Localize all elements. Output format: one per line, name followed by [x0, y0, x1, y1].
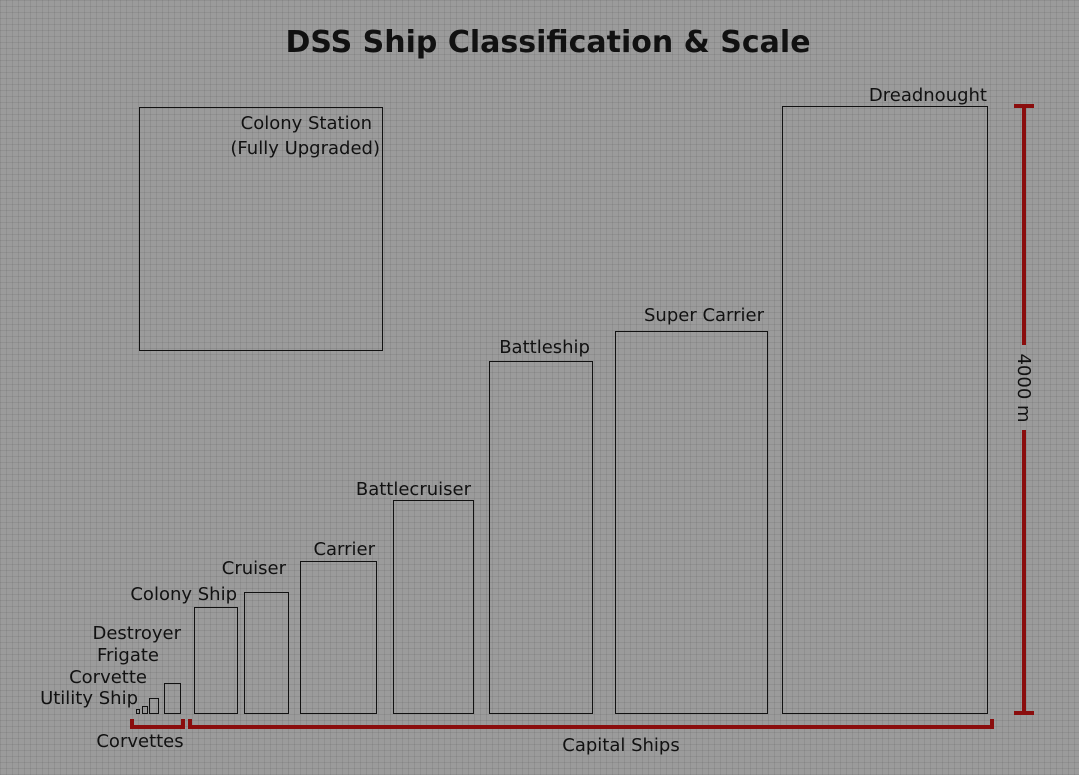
colony-station-box — [139, 107, 383, 351]
corvette-label: Corvette — [69, 667, 147, 688]
utility-ship-box — [136, 709, 140, 714]
super-carrier-box — [615, 331, 768, 714]
battleship-label: Battleship — [499, 337, 590, 358]
battleship-box — [489, 361, 593, 714]
colony-ship-box — [194, 607, 238, 714]
destroyer-label: Destroyer — [92, 623, 181, 644]
corvettes-bracket — [130, 719, 185, 729]
destroyer-box — [164, 683, 181, 714]
super-carrier-label: Super Carrier — [644, 305, 765, 326]
scale-label: 4000 m — [1013, 353, 1034, 422]
colony-station-sublabel: (Fully Upgraded) — [230, 138, 380, 159]
corvettes-label: Corvettes — [96, 731, 183, 752]
dreadnought-box — [782, 106, 988, 714]
colony-ship-label: Colony Ship — [130, 584, 237, 605]
battlecruiser-box — [393, 500, 474, 714]
utility-ship-label: Utility Ship — [40, 688, 138, 709]
corvette-box — [142, 706, 148, 714]
cruiser-label: Cruiser — [222, 558, 287, 579]
diagram-title: DSS Ship Classification & Scale — [285, 25, 810, 60]
frigate-label: Frigate — [97, 645, 159, 666]
capital-ships-bracket — [188, 719, 994, 729]
carrier-box — [300, 561, 377, 714]
colony-station-label: Colony Station — [241, 113, 372, 134]
frigate-box — [149, 698, 159, 714]
dreadnought-label: Dreadnought — [869, 85, 987, 106]
capital-ships-label: Capital Ships — [562, 735, 679, 756]
carrier-label: Carrier — [313, 539, 375, 560]
battlecruiser-label: Battlecruiser — [356, 479, 472, 500]
cruiser-box — [244, 592, 289, 714]
